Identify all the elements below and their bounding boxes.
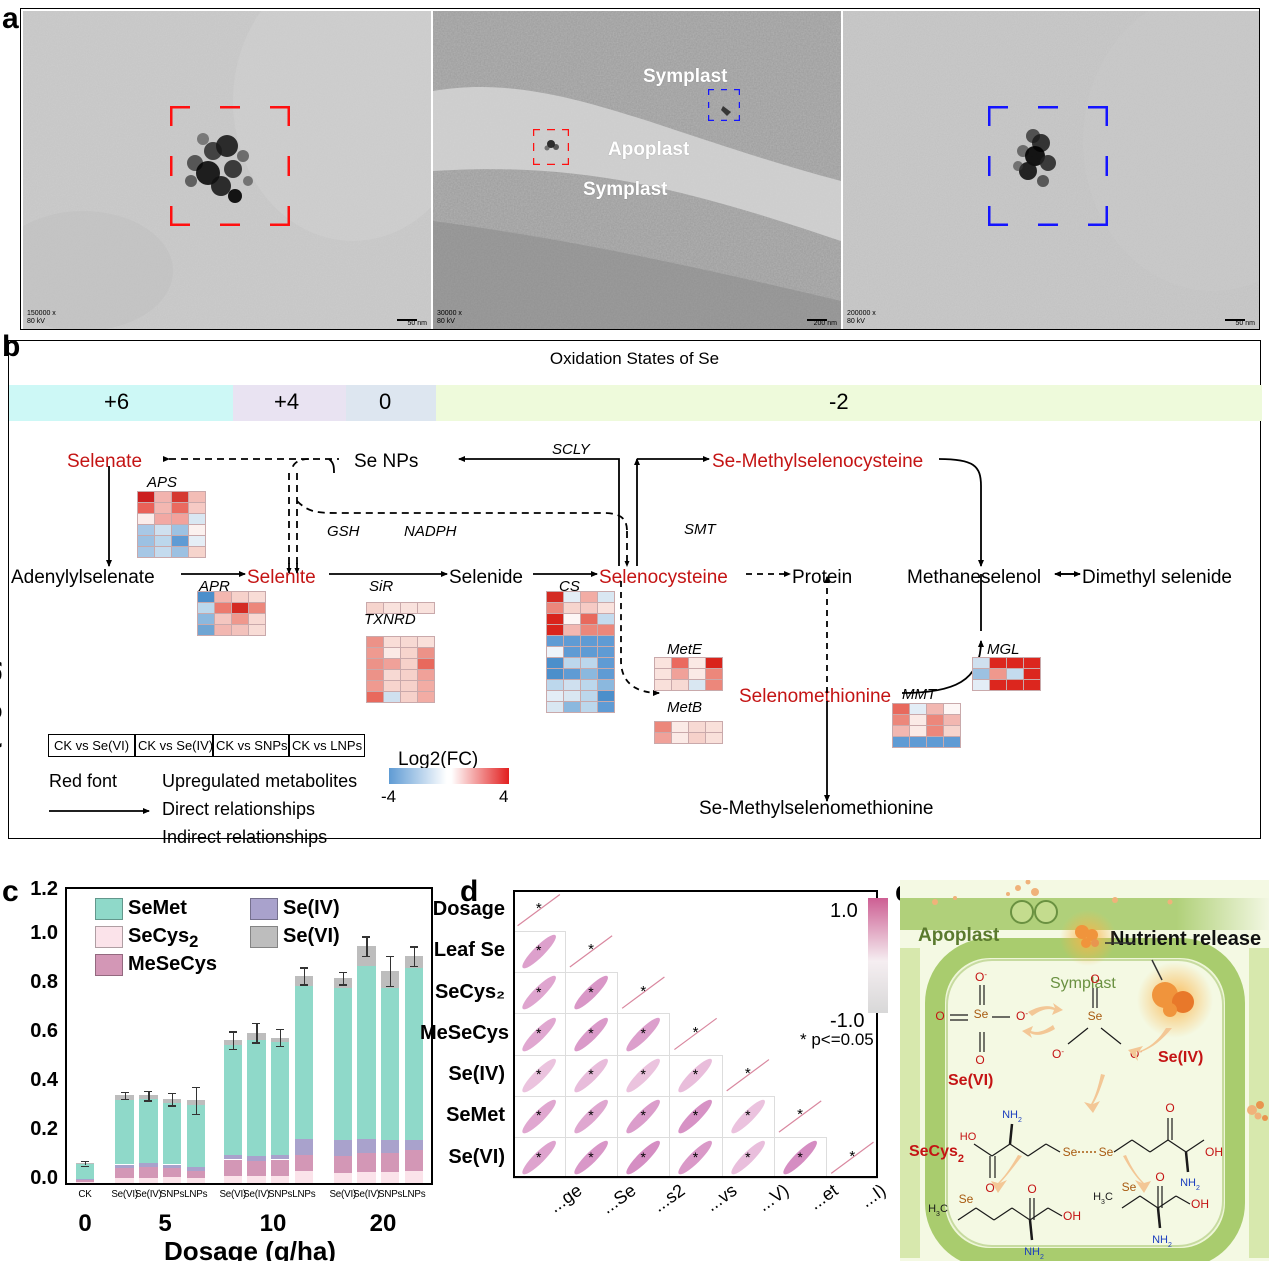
svg-text:Se: Se <box>1122 1180 1137 1194</box>
svg-text:OH: OH <box>1191 1197 1209 1211</box>
svg-text:NH2: NH2 <box>1152 1234 1172 1249</box>
svg-text:O: O <box>1155 1170 1164 1184</box>
svg-text:H3C: H3C <box>1093 1191 1113 1206</box>
